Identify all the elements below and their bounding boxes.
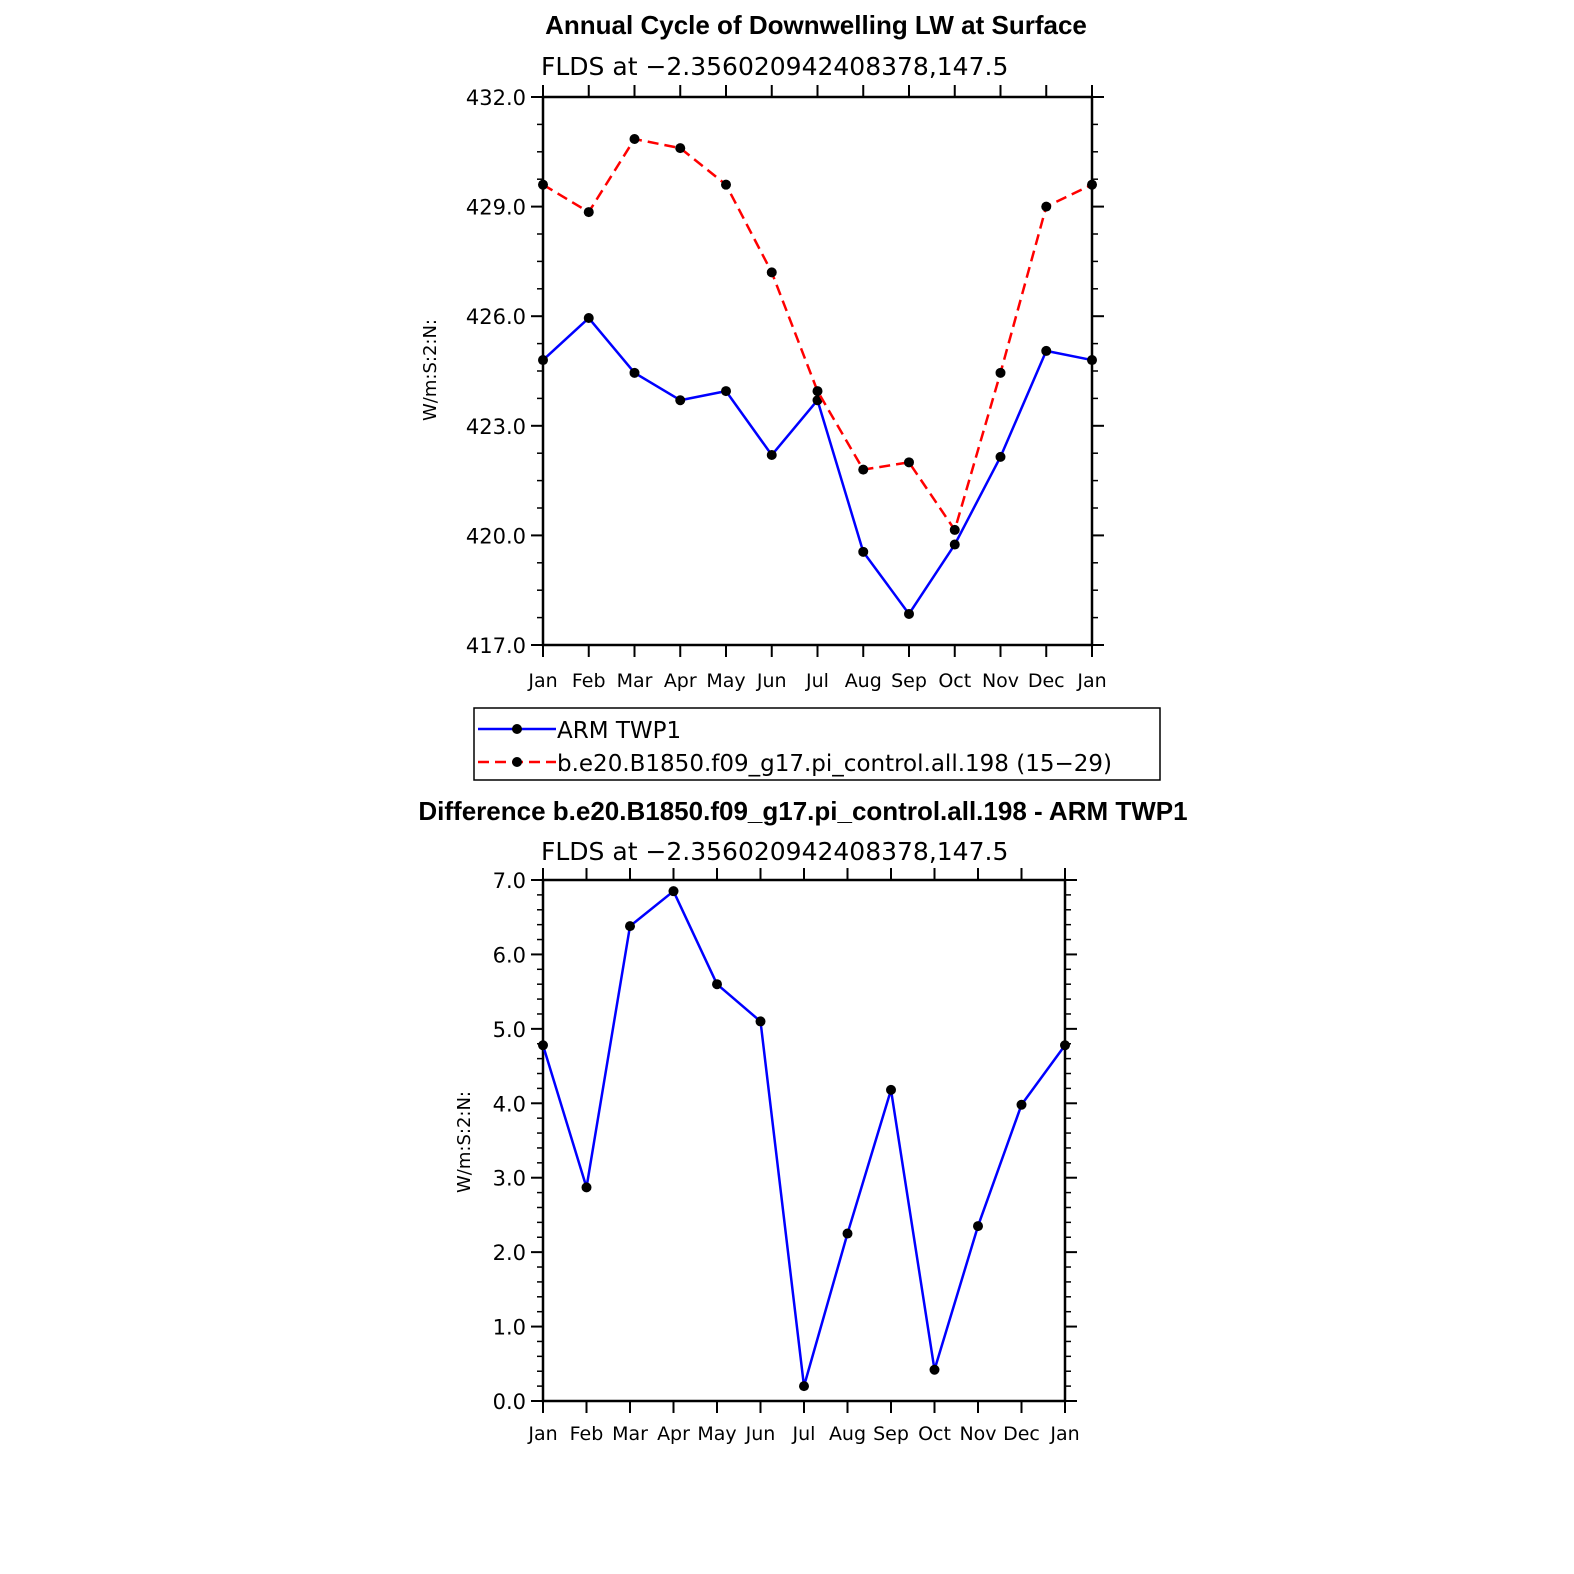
x-tick-label: Jun <box>756 670 787 692</box>
x-tick-label: Apr <box>657 1423 690 1445</box>
data-point <box>629 134 640 145</box>
y-tick-label: 417.0 <box>466 634 526 658</box>
y-tick-label: 0.0 <box>493 1390 526 1414</box>
y-tick-label: 426.0 <box>466 305 526 329</box>
x-tick-label: Jan <box>527 1423 557 1445</box>
data-point <box>583 207 594 218</box>
y-axis-label: W/m:S:2:N: <box>454 1091 475 1193</box>
y-tick-label: 420.0 <box>466 524 526 548</box>
data-point <box>712 979 722 990</box>
chart-subtitle: FLDS at −2.356020942408378,147.5 <box>541 837 1008 866</box>
x-tick-label: Jan <box>1076 670 1106 692</box>
x-tick-label: Jul <box>792 1423 816 1445</box>
data-point <box>858 464 869 475</box>
legend-label-arm: ARM TWP1 <box>557 718 681 744</box>
data-point <box>973 1221 983 1232</box>
x-tick-label: May <box>706 670 745 692</box>
x-tick-label: Aug <box>829 1423 866 1445</box>
legend-box <box>473 707 1161 781</box>
data-point <box>949 524 960 535</box>
y-axis-label: W/m:S:2:N: <box>420 319 441 421</box>
data-point <box>625 921 635 932</box>
y-tick-label: 1.0 <box>493 1316 526 1340</box>
data-point <box>1087 179 1097 190</box>
x-tick-label: Mar <box>612 1423 648 1445</box>
series-line <box>542 316 1093 616</box>
chart-subtitle: FLDS at −2.356020942408378,147.5 <box>541 52 1008 81</box>
data-point <box>766 450 777 461</box>
plot-frame <box>541 878 1067 1403</box>
x-tick-label: Feb <box>570 1423 604 1445</box>
chart-title: Annual Cycle of Downwelling LW at Surfac… <box>545 10 1087 40</box>
x-tick-label: Jun <box>745 1423 776 1445</box>
x-tick-label: Sep <box>873 1423 909 1445</box>
y-tick-label: 423.0 <box>466 415 526 439</box>
x-tick-label: Feb <box>572 670 606 692</box>
y-tick-label: 432.0 <box>466 86 526 110</box>
data-point <box>1041 345 1052 356</box>
data-point <box>1041 201 1052 212</box>
data-point <box>858 546 869 557</box>
data-point <box>583 313 594 324</box>
x-tick-label: Dec <box>1003 1423 1040 1445</box>
data-point <box>538 1040 548 1051</box>
y-tick-label: 6.0 <box>493 943 526 967</box>
series-line <box>542 137 1093 532</box>
chart-annual-cycle: Annual Cycle of Downwelling LW at Surfac… <box>420 10 1107 692</box>
x-tick-label: Jan <box>527 670 557 692</box>
data-point <box>812 386 823 397</box>
plot-frame <box>541 95 1094 647</box>
data-point <box>629 367 640 378</box>
y-tick-label: 5.0 <box>493 1018 526 1042</box>
data-point <box>995 367 1006 378</box>
data-point <box>668 886 679 897</box>
data-point <box>581 1182 592 1193</box>
data-point <box>842 1228 853 1239</box>
y-tick-label: 2.0 <box>493 1241 526 1265</box>
legend-marker-model <box>512 757 522 767</box>
legend-marker-arm <box>512 724 522 734</box>
x-tick-label: Oct <box>918 1423 951 1445</box>
data-point <box>675 395 686 406</box>
y-tick-label: 7.0 <box>493 869 526 893</box>
y-tick-label: 4.0 <box>493 1092 526 1116</box>
data-point <box>886 1084 896 1095</box>
data-point <box>799 1381 809 1392</box>
data-point <box>538 179 548 190</box>
data-point <box>904 457 914 468</box>
chart-difference: Difference b.e20.B1850.f09_g17.pi_contro… <box>418 796 1187 1445</box>
legend-label-model: b.e20.B1850.f09_g17.pi_control.all.198 (… <box>557 751 1112 777</box>
data-point <box>949 539 960 550</box>
data-point <box>995 451 1006 462</box>
data-point <box>904 608 914 619</box>
chart-title: Difference b.e20.B1850.f09_g17.pi_contro… <box>418 796 1187 826</box>
x-tick-label: Nov <box>959 1423 996 1445</box>
data-point <box>1060 1040 1070 1051</box>
x-tick-label: Jan <box>1049 1423 1079 1445</box>
x-tick-label: Oct <box>938 670 971 692</box>
y-tick-label: 429.0 <box>466 196 526 220</box>
data-point <box>721 179 731 190</box>
x-tick-label: Nov <box>982 670 1019 692</box>
legend: ARM TWP1 b.e20.B1850.f09_g17.pi_control.… <box>473 707 1161 781</box>
y-tick-label: 3.0 <box>493 1167 526 1191</box>
data-point <box>1016 1099 1027 1110</box>
data-point <box>1087 355 1097 366</box>
x-tick-label: Jul <box>805 670 829 692</box>
x-tick-label: Aug <box>845 670 882 692</box>
data-point <box>766 267 777 278</box>
x-tick-label: May <box>697 1423 736 1445</box>
data-point <box>755 1016 766 1027</box>
x-tick-label: Sep <box>891 670 927 692</box>
series-line <box>541 889 1067 1388</box>
x-tick-label: Apr <box>664 670 697 692</box>
data-point <box>721 386 731 397</box>
data-point <box>538 355 548 366</box>
data-point <box>929 1364 940 1375</box>
data-point <box>675 143 686 154</box>
x-tick-label: Dec <box>1028 670 1065 692</box>
x-tick-label: Mar <box>617 670 653 692</box>
